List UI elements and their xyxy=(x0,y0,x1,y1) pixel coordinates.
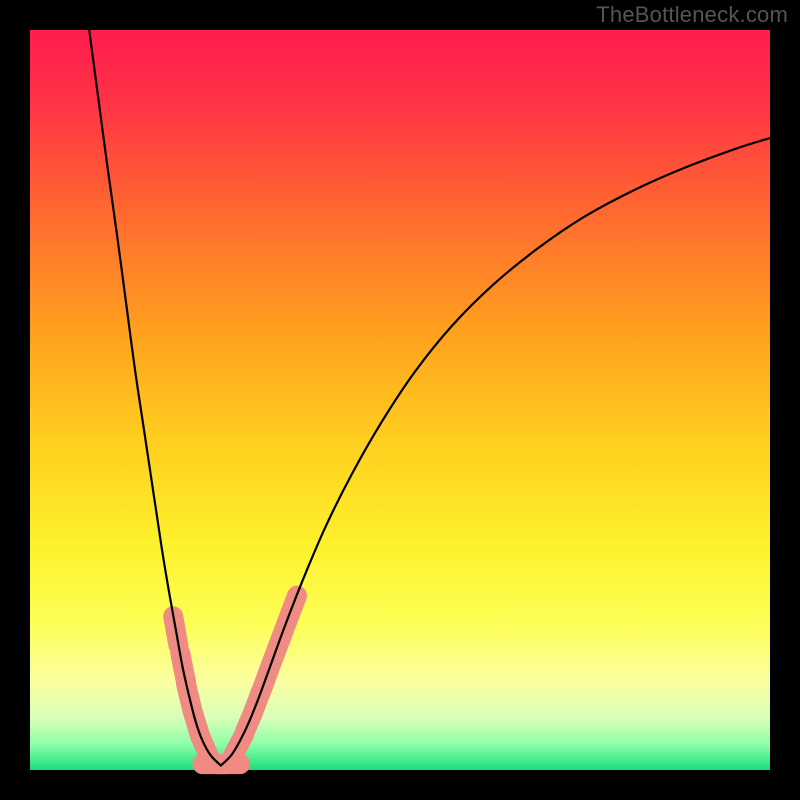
bottleneck-curve-chart xyxy=(0,0,800,800)
chart-background-gradient xyxy=(30,30,770,770)
watermark-text: TheBottleneck.com xyxy=(596,2,788,28)
chart-root: TheBottleneck.com xyxy=(0,0,800,800)
